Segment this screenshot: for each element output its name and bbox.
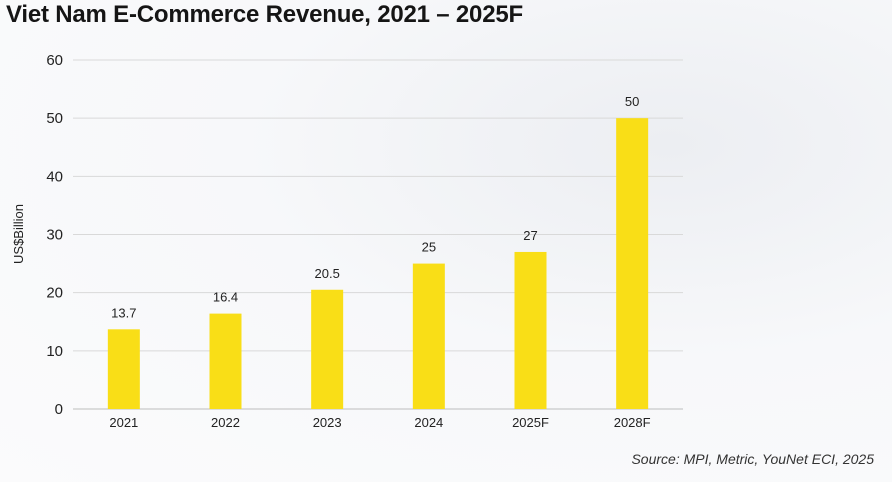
data-label: 13.7	[111, 305, 136, 320]
y-tick-label: 60	[46, 52, 63, 69]
chart-title: Viet Nam E-Commerce Revenue, 2021 – 2025…	[6, 1, 523, 28]
y-tick-label: 0	[55, 401, 63, 418]
y-tick-label: 10	[46, 343, 63, 360]
data-label: 25	[422, 240, 436, 255]
bar-2024	[412, 263, 445, 409]
data-label: 20.5	[315, 266, 340, 281]
y-tick-label: 50	[46, 110, 63, 127]
bar-2028f	[616, 118, 649, 410]
y-tick-label: 20	[46, 285, 63, 302]
bar-2025f	[514, 251, 547, 409]
x-tick-label: 2021	[109, 415, 138, 430]
y-axis-label: US$Billion	[11, 204, 26, 264]
bar-2021	[107, 329, 140, 409]
x-tick-label: 2022	[211, 415, 240, 430]
source-note: Source: MPI, Metric, YouNet ECI, 2025	[631, 451, 874, 467]
bar-2022	[209, 313, 242, 409]
bar-2023	[311, 289, 344, 409]
x-tick-label: 2024	[414, 415, 443, 430]
data-label: 16.4	[213, 290, 238, 305]
data-label: 50	[625, 94, 639, 109]
data-label: 27	[523, 228, 537, 243]
x-tick-label: 2028F	[614, 415, 651, 430]
y-tick-label: 30	[46, 227, 63, 244]
y-tick-label: 40	[46, 168, 63, 185]
x-tick-label: 2023	[313, 415, 342, 430]
x-tick-label: 2025F	[512, 415, 549, 430]
